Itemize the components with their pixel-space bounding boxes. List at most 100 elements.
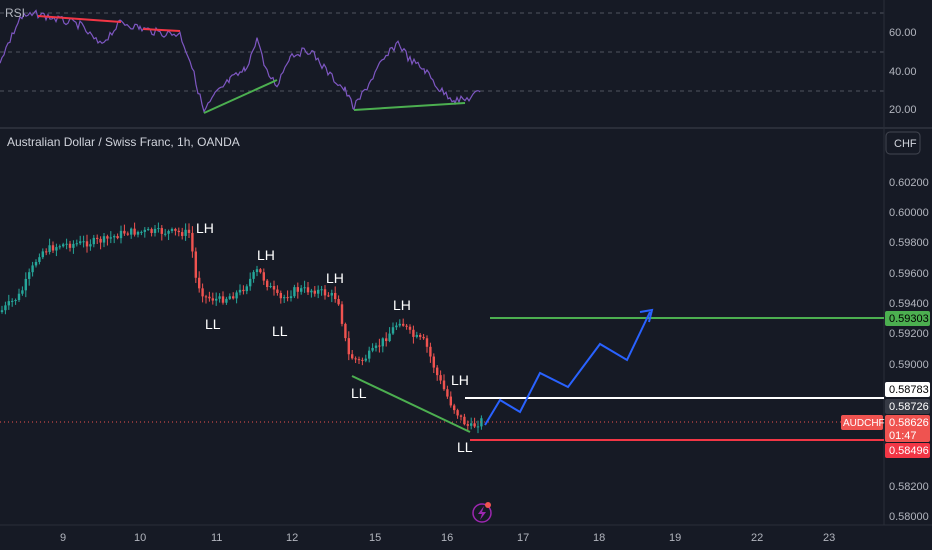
candle-body bbox=[480, 418, 483, 427]
rsi-support-line-2 bbox=[353, 102, 466, 111]
price-tick: 0.60000 bbox=[889, 207, 929, 219]
candle-body bbox=[211, 298, 214, 301]
candle-body bbox=[215, 298, 218, 301]
candle-body bbox=[306, 287, 310, 293]
candle-body bbox=[310, 290, 313, 293]
candle-body bbox=[232, 296, 235, 299]
rsi-title[interactable]: RSI bbox=[5, 6, 25, 20]
candle-body bbox=[113, 236, 116, 238]
candle-body bbox=[126, 233, 129, 235]
candle-body bbox=[272, 286, 276, 290]
candle-body bbox=[439, 375, 442, 381]
candle-body bbox=[300, 288, 303, 292]
candle-body bbox=[388, 333, 391, 342]
candle-body bbox=[208, 296, 211, 299]
time-tick: 12 bbox=[286, 532, 298, 544]
candle-body bbox=[408, 326, 412, 330]
candle-body bbox=[293, 287, 296, 297]
candle-body bbox=[79, 241, 82, 244]
price-tick: 0.59000 bbox=[889, 359, 929, 371]
time-tick: 22 bbox=[751, 532, 763, 544]
rsi-level-40: 40.00 bbox=[889, 66, 917, 78]
candle-body bbox=[456, 410, 459, 416]
candle-body bbox=[38, 257, 41, 262]
candle-body bbox=[170, 228, 174, 232]
currency-label: CHF bbox=[894, 138, 917, 150]
candle-body bbox=[89, 244, 92, 247]
candle-body bbox=[82, 241, 85, 243]
candle-body bbox=[463, 416, 466, 425]
candle-body bbox=[7, 301, 10, 306]
candle-body bbox=[218, 296, 221, 299]
price-tick: 0.58000 bbox=[889, 511, 929, 523]
candle-body bbox=[228, 296, 231, 299]
price-support-trendline[interactable] bbox=[351, 375, 471, 433]
candle-body bbox=[330, 292, 333, 296]
symbol-badge bbox=[841, 415, 883, 430]
target-price-badge bbox=[885, 311, 930, 326]
candle-body bbox=[405, 325, 408, 327]
candle-body bbox=[303, 287, 306, 289]
candle-body bbox=[99, 238, 102, 243]
resistance-price-label: 0.58783 bbox=[889, 384, 929, 396]
annotation-ll-1: LL bbox=[205, 316, 221, 332]
candle-body bbox=[58, 246, 61, 248]
current-price-badge bbox=[885, 415, 930, 442]
candle-body bbox=[442, 380, 446, 390]
candle-body bbox=[422, 336, 425, 339]
projection-path[interactable] bbox=[484, 311, 651, 426]
time-tick: 16 bbox=[441, 532, 453, 544]
candle-body bbox=[140, 231, 143, 233]
candle-body bbox=[96, 237, 99, 239]
candle-body bbox=[255, 269, 259, 273]
candle-body bbox=[459, 415, 463, 417]
candle-body bbox=[368, 350, 371, 359]
price-tick: 0.60200 bbox=[889, 177, 929, 189]
price-badge-a bbox=[885, 399, 930, 414]
candle-body bbox=[279, 292, 282, 299]
price-tick: 0.59200 bbox=[889, 328, 929, 340]
candle-body bbox=[252, 272, 255, 279]
candle-body bbox=[65, 243, 68, 245]
candle-body bbox=[201, 288, 204, 297]
price-tick: 0.59400 bbox=[889, 298, 929, 310]
time-tick: 17 bbox=[517, 532, 529, 544]
annotation-ll-4: LL bbox=[457, 439, 473, 455]
price-tick: 0.59600 bbox=[889, 268, 929, 280]
candle-body bbox=[191, 232, 194, 252]
candle-body bbox=[378, 345, 381, 347]
rsi-support-line-1 bbox=[203, 79, 278, 114]
candle-body bbox=[374, 345, 378, 348]
annotation-lh-5: LH bbox=[451, 372, 469, 388]
candle-body bbox=[194, 251, 197, 278]
candle-body bbox=[371, 347, 374, 351]
candle-body bbox=[55, 247, 58, 251]
candle-body bbox=[429, 346, 432, 357]
projection-arrowhead bbox=[639, 308, 654, 323]
candle-body bbox=[425, 338, 429, 347]
candle-body bbox=[130, 228, 133, 235]
candle-body bbox=[62, 244, 65, 247]
candle-body bbox=[289, 296, 293, 299]
candle-body bbox=[48, 245, 51, 253]
support-price-label: 0.58496 bbox=[889, 445, 929, 457]
chart-title[interactable]: Australian Dollar / Swiss Franc, 1h, OAN… bbox=[7, 135, 240, 149]
candle-body bbox=[41, 251, 44, 258]
candle-body bbox=[381, 338, 384, 347]
candle-body bbox=[327, 295, 330, 297]
candle-body bbox=[347, 338, 350, 355]
candle-body bbox=[344, 323, 347, 339]
candle-body bbox=[242, 289, 245, 292]
candle-body bbox=[266, 280, 269, 288]
time-tick: 19 bbox=[669, 532, 681, 544]
price-tick: 0.59800 bbox=[889, 237, 929, 249]
lightning-icon[interactable] bbox=[472, 502, 492, 523]
candle-body bbox=[164, 233, 167, 235]
candle-body bbox=[14, 299, 17, 301]
currency-button[interactable] bbox=[885, 131, 921, 155]
annotation-ll-2: LL bbox=[272, 323, 288, 339]
time-tick: 10 bbox=[134, 532, 146, 544]
candle-body bbox=[323, 289, 327, 296]
